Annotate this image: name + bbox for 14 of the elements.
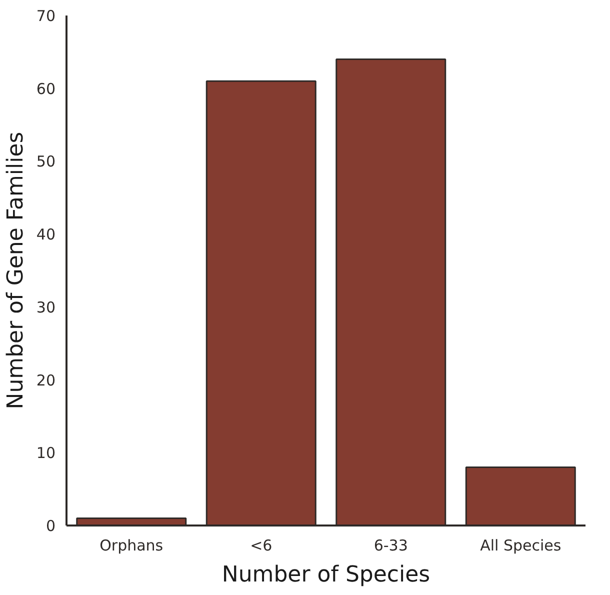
y-tick-label: 70 bbox=[36, 7, 56, 25]
x-tick-label: Orphans bbox=[100, 536, 164, 554]
y-tick-label: 60 bbox=[36, 80, 56, 98]
y-tick-label: 0 bbox=[46, 517, 56, 535]
x-tick-label: <6 bbox=[250, 536, 272, 554]
x-axis-title: Number of Species bbox=[222, 562, 430, 588]
y-axis-title: Number of Gene Families bbox=[3, 132, 28, 410]
y-tick-label: 50 bbox=[36, 152, 56, 171]
x-tick-label: All Species bbox=[480, 536, 562, 554]
y-tick-label: 10 bbox=[36, 444, 56, 462]
y-tick-label: 30 bbox=[36, 298, 56, 316]
x-tick-label: 6-33 bbox=[374, 536, 408, 554]
y-tick-label: 20 bbox=[36, 371, 56, 390]
y-tick-label: 40 bbox=[36, 226, 56, 244]
